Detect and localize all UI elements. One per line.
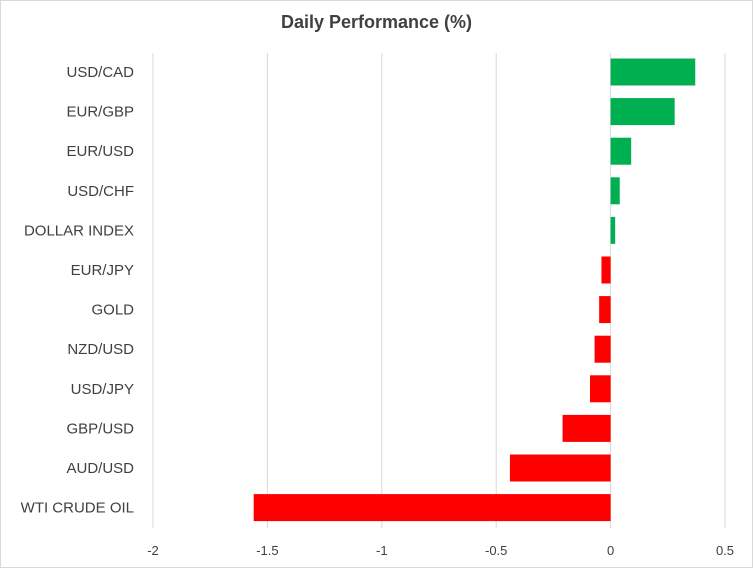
category-label: USD/CAD [66, 64, 134, 81]
tick-labels: -2 -1.5 -1 -0.5 0 0.5 [147, 543, 734, 558]
x-tick-label: 0.5 [716, 543, 734, 558]
category-label: GBP/USD [66, 420, 134, 437]
bar [590, 375, 611, 403]
x-tick-label: -0.5 [485, 543, 507, 558]
bar [610, 137, 632, 165]
category-label: DOLLAR INDEX [24, 222, 134, 239]
bar [610, 58, 696, 86]
x-tick-label: -1 [376, 543, 388, 558]
bar [601, 256, 611, 284]
bar [253, 494, 611, 522]
bar [594, 335, 611, 363]
x-tick-label: -2 [147, 543, 159, 558]
category-label: USD/JPY [71, 381, 134, 398]
category-label: USD/CHF [67, 183, 134, 200]
category-label: WTI CRUDE OIL [21, 500, 134, 517]
category-label: EUR/GBP [66, 104, 134, 121]
category-label: EUR/JPY [71, 262, 134, 279]
category-labels: USD/CAD EUR/GBP EUR/USD USD/CHF DOLLAR INDEX… [21, 64, 135, 517]
x-tick-label: 0 [607, 543, 614, 558]
grid-layer [152, 53, 726, 528]
bar [610, 177, 620, 205]
bar [610, 216, 616, 244]
bar [610, 98, 675, 126]
category-label: EUR/USD [66, 143, 134, 160]
category-label: NZD/USD [67, 341, 134, 358]
chart-title: Daily Performance (%) [280, 12, 473, 32]
x-tick-label: -1.5 [256, 543, 278, 558]
category-label: AUD/USD [66, 460, 134, 477]
bar [562, 414, 611, 442]
bar [599, 296, 611, 324]
bar [509, 454, 611, 482]
bar-layer [253, 58, 696, 522]
category-label: GOLD [91, 302, 134, 319]
